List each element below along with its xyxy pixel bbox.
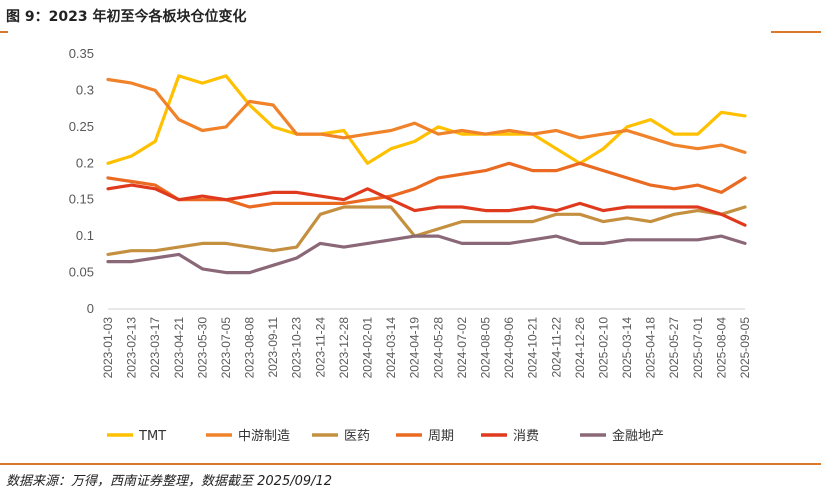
x-tick-label: 2023-08-08 [243,317,257,379]
source-rule [0,463,821,465]
x-tick-label: 2024-09-06 [502,317,516,379]
series-line-1 [106,74,747,165]
x-tick-label: 2024-08-05 [478,317,492,379]
x-tick-label: 2023-10-23 [290,317,304,379]
x-tick-label: 2023-11-24 [313,317,327,378]
series-line-6 [106,234,747,275]
x-tick-label: 2023-02-13 [125,317,139,379]
x-tick-label: 2023-03-17 [148,317,162,379]
source-note: 数据来源：万得，西南证券整理，数据截至 2025/09/12 [6,474,333,489]
y-tick-label: 0.05 [69,265,94,280]
x-tick-label: 2023-12-28 [337,317,351,379]
x-tick-label: 2023-01-03 [101,317,115,379]
title-rule-left [0,31,8,33]
x-tick-label: 2023-05-30 [195,317,209,379]
x-tick-label: 2024-05-28 [431,317,445,379]
y-tick-label: 0.2 [76,155,94,170]
y-tick-label: 0.15 [69,192,94,207]
series-line-3 [106,205,747,256]
x-tick-label: 2024-03-14 [384,317,398,379]
legend-label: 消费 [513,429,539,444]
y-tick-label: 0.3 [76,82,94,97]
page-title: 图 9：2023 年初至今各板块仓位变化 [6,9,247,25]
x-axis-ticks: 2023-01-03 2023-02-13 2023-03-17 2023-04-21… [101,317,752,379]
series-line-4 [106,161,747,209]
y-tick-label: 0 [87,301,94,316]
x-tick-label: 2025-09-05 [738,317,752,379]
x-tick-label: 2025-02-10 [596,317,610,379]
x-tick-label: 2023-04-21 [172,317,186,379]
x-tick-label: 2025-05-27 [667,317,681,379]
legend-label: TMT [138,429,166,444]
x-tick-label: 2025-03-14 [620,317,634,379]
x-tick-label: 2023-09-11 [266,317,280,378]
chart-legend: TMT 中游制造 医药 周期 消费 金融地产 [107,428,664,444]
x-tick-label: 2024-11-22 [549,317,563,378]
title-rule-right [771,31,821,33]
line-chart: 00.050.10.150.20.250.30.35 2023-01-03 202… [69,46,752,444]
y-tick-label: 0.25 [69,119,94,134]
y-tick-label: 0.35 [69,46,94,61]
x-tick-label: 2024-04-19 [408,317,422,379]
y-axis-ticks: 0 0.05 0.1 0.15 0.2 0.25 0.3 0.35 [69,46,94,316]
x-tick-label: 2025-07-01 [691,317,705,379]
x-tick-label: 2024-07-02 [455,317,469,379]
x-tick-label: 2024-02-01 [361,317,375,379]
x-tick-label: 2024-12-26 [573,317,587,379]
x-tick-label: 2025-04-18 [644,317,658,379]
chart-series [106,74,747,275]
series-line-2 [106,77,747,155]
legend-label: 周期 [428,429,454,444]
legend-label: 金融地产 [612,428,664,444]
y-tick-label: 0.1 [76,228,94,243]
legend-label: 医药 [344,429,370,444]
series-line-5 [106,183,747,227]
x-tick-label: 2024-10-21 [526,317,540,379]
x-tick-label: 2025-08-04 [714,317,728,379]
legend-label: 中游制造 [238,429,290,444]
x-tick-label: 2023-07-05 [219,317,233,379]
